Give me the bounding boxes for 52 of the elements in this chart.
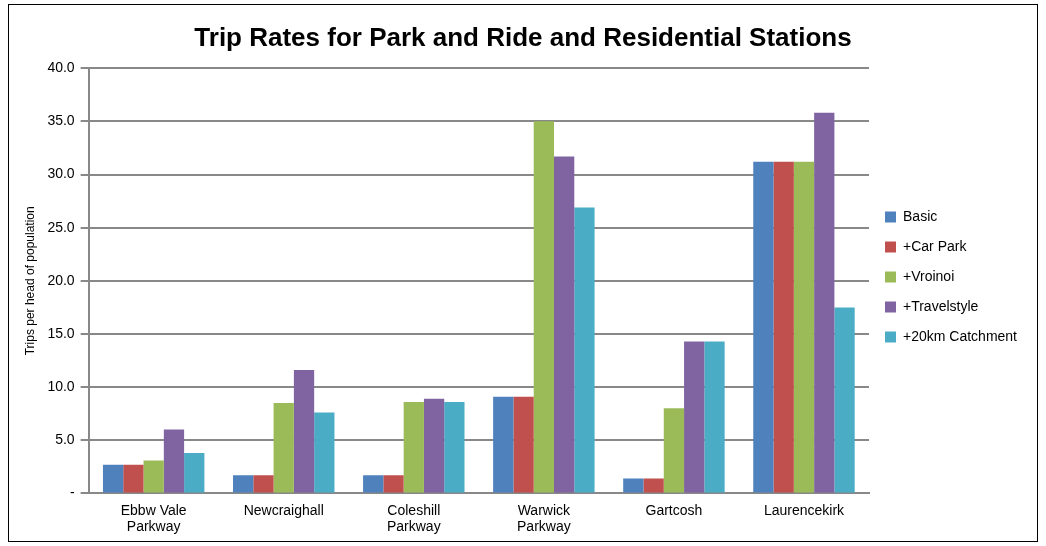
bar	[493, 396, 514, 493]
x-tick-label: Gartcosh	[645, 501, 703, 518]
bar	[814, 112, 835, 493]
legend-label: +Travelstyle	[903, 297, 979, 314]
y-tick-label: 25.0	[47, 218, 75, 235]
x-tick-label: Newcraighall	[243, 501, 324, 518]
legend-label: +Vroinoi	[903, 267, 955, 284]
bar	[123, 464, 144, 493]
bar	[513, 396, 534, 493]
bar	[574, 207, 595, 493]
x-tick-label: Ebbw Vale Parkway	[120, 501, 187, 535]
bar	[314, 412, 335, 493]
bar	[663, 408, 685, 493]
y-tick-label: 10.0	[47, 377, 75, 394]
bar	[753, 161, 774, 493]
bar	[643, 478, 664, 493]
bar	[102, 464, 124, 493]
legend-label: +Car Park	[903, 237, 968, 254]
y-tick-label: 30.0	[47, 165, 75, 182]
bar	[253, 475, 274, 493]
bar	[684, 341, 705, 493]
bar	[363, 475, 384, 493]
y-tick-label: 20.0	[47, 271, 75, 288]
bar	[184, 453, 205, 493]
bar	[293, 370, 315, 493]
bar	[793, 161, 815, 493]
bar	[143, 460, 164, 493]
chart-title: Trip Rates for Park and Ride and Residential Stations	[194, 21, 852, 52]
y-tick-label: 40.0	[47, 59, 75, 76]
bar	[554, 156, 575, 493]
legend-label: Basic	[903, 207, 938, 224]
y-tick-label: 15.0	[47, 324, 75, 341]
bar	[834, 307, 855, 493]
x-tick-label: Warwick Parkway	[517, 501, 572, 535]
y-axis-title: Trips per head of population	[22, 206, 37, 356]
y-tick-label: 35.0	[47, 112, 75, 129]
bar	[273, 403, 294, 493]
y-tick-label: -	[69, 484, 75, 501]
bar	[444, 401, 465, 493]
bar	[623, 478, 644, 493]
bar	[163, 429, 185, 493]
bar	[773, 161, 794, 493]
bar	[423, 398, 445, 493]
bar	[533, 121, 554, 493]
x-tick-label: Laurencekirk	[763, 501, 846, 518]
bar	[383, 475, 404, 493]
bar	[403, 401, 424, 493]
bar	[233, 475, 254, 493]
legend-label: +20km Catchment	[903, 327, 1018, 344]
x-tick-label: Coleshill Parkway	[386, 501, 441, 535]
y-tick-label: 5.0	[55, 431, 75, 448]
bar	[704, 341, 725, 493]
